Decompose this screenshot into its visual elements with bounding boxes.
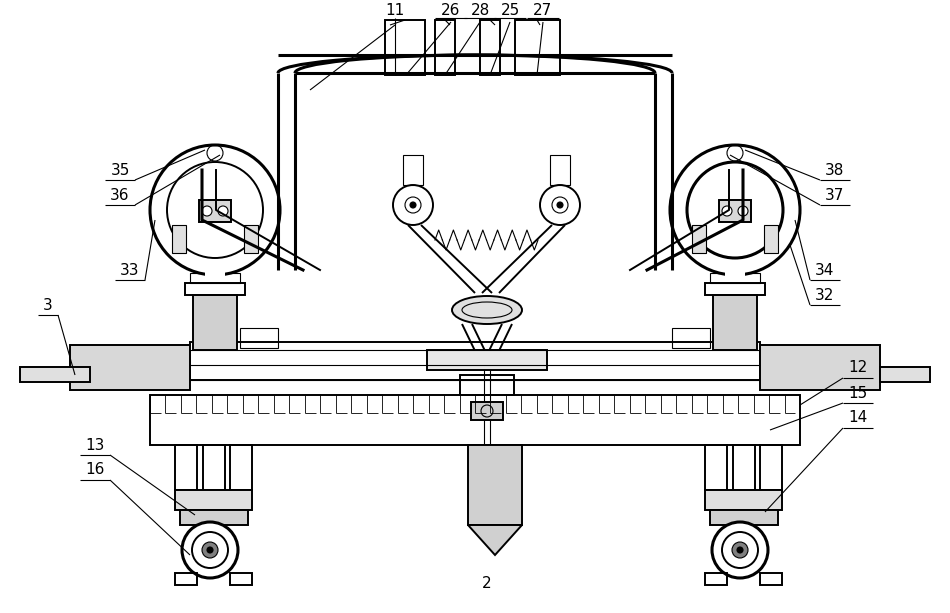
Circle shape xyxy=(182,522,238,578)
Bar xyxy=(385,20,425,75)
Circle shape xyxy=(218,206,228,216)
Text: 12: 12 xyxy=(848,360,867,376)
Text: 33: 33 xyxy=(121,262,140,278)
Text: 16: 16 xyxy=(86,462,104,478)
Bar xyxy=(172,225,186,253)
Circle shape xyxy=(192,532,228,568)
Bar xyxy=(175,573,197,585)
Polygon shape xyxy=(468,525,522,555)
Text: 15: 15 xyxy=(848,386,867,400)
Ellipse shape xyxy=(462,302,512,318)
Bar xyxy=(244,225,258,253)
Bar xyxy=(70,345,190,390)
Bar xyxy=(180,510,248,525)
Bar xyxy=(435,20,455,75)
Bar xyxy=(20,367,90,382)
Text: 3: 3 xyxy=(43,297,53,313)
Bar xyxy=(692,225,706,253)
Text: 25: 25 xyxy=(501,2,520,18)
Bar xyxy=(705,445,727,490)
Bar xyxy=(471,402,503,420)
Text: 14: 14 xyxy=(848,411,867,425)
Bar xyxy=(193,295,237,350)
Bar xyxy=(203,445,225,490)
Bar xyxy=(719,200,751,222)
Circle shape xyxy=(207,547,213,553)
Text: 37: 37 xyxy=(826,188,845,202)
Bar xyxy=(468,445,522,525)
Bar xyxy=(230,573,252,585)
Circle shape xyxy=(552,197,568,213)
Text: 26: 26 xyxy=(442,2,461,18)
Text: 27: 27 xyxy=(533,2,553,18)
Bar xyxy=(175,490,252,510)
Text: 28: 28 xyxy=(470,2,489,18)
Bar xyxy=(199,200,231,222)
Circle shape xyxy=(737,547,743,553)
Text: 36: 36 xyxy=(110,188,130,202)
Bar xyxy=(760,345,880,390)
Bar xyxy=(460,375,514,395)
Bar xyxy=(710,510,778,525)
Bar xyxy=(230,445,252,490)
Bar xyxy=(725,263,745,277)
Text: 38: 38 xyxy=(826,162,845,178)
Circle shape xyxy=(202,542,218,558)
Bar xyxy=(764,225,778,253)
Circle shape xyxy=(410,202,416,208)
Bar xyxy=(760,445,782,490)
Bar xyxy=(713,295,757,350)
Bar xyxy=(190,342,760,380)
Bar xyxy=(880,367,930,382)
Bar xyxy=(672,328,710,348)
Bar xyxy=(710,273,760,283)
Bar xyxy=(403,155,423,185)
Bar xyxy=(427,350,547,370)
Text: 13: 13 xyxy=(86,438,104,452)
Circle shape xyxy=(722,532,758,568)
Bar xyxy=(705,573,727,585)
Circle shape xyxy=(405,197,421,213)
Bar xyxy=(175,445,197,490)
Bar xyxy=(240,328,278,348)
Bar xyxy=(550,155,570,185)
Text: 2: 2 xyxy=(483,576,492,590)
Circle shape xyxy=(722,206,732,216)
Text: 32: 32 xyxy=(815,287,835,302)
Circle shape xyxy=(557,202,563,208)
Circle shape xyxy=(712,522,768,578)
Text: 11: 11 xyxy=(386,2,405,18)
Bar xyxy=(733,445,755,490)
Bar xyxy=(515,20,560,75)
Circle shape xyxy=(202,206,212,216)
Circle shape xyxy=(738,206,748,216)
Ellipse shape xyxy=(452,296,522,324)
Bar xyxy=(705,283,765,295)
Bar xyxy=(190,273,240,283)
Circle shape xyxy=(732,542,748,558)
Bar xyxy=(150,395,800,445)
Bar xyxy=(205,263,225,277)
Bar xyxy=(760,573,782,585)
Bar xyxy=(705,490,782,510)
Text: 34: 34 xyxy=(815,262,835,278)
Bar xyxy=(480,20,500,75)
Text: 35: 35 xyxy=(110,162,130,178)
Bar xyxy=(185,283,245,295)
